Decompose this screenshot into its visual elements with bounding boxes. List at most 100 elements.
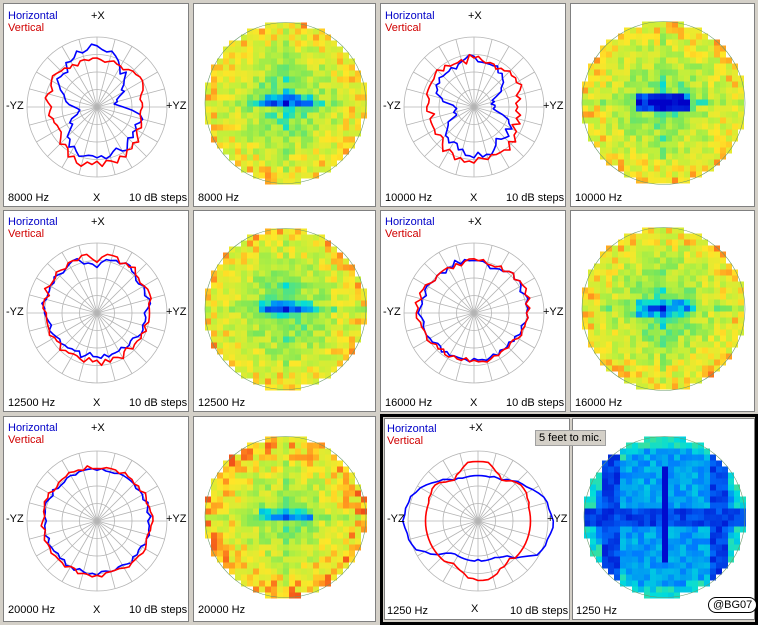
heat-cell [307,544,313,551]
heat-cell [714,311,720,318]
heat-cell [241,64,247,71]
heat-cell [277,88,283,95]
heat-cell [666,305,672,312]
heat-cell [217,520,223,527]
heat-cell [295,294,301,301]
heat-cell [656,526,662,533]
heat-cell [325,360,331,367]
heat-cell [678,305,684,312]
heat-cell [660,341,666,348]
heat-cell [624,69,630,76]
heat-cell [265,330,271,337]
heat-cell [678,69,684,76]
heat-cell [307,520,313,527]
heat-cell [696,239,702,246]
heat-cell [313,172,319,179]
heat-cell [283,300,289,307]
heat-cell [660,359,666,366]
heat-cell [648,99,654,106]
heat-cell [283,270,289,277]
heat-cell [588,81,594,88]
heat-cell [331,100,337,107]
heat-cell [307,154,313,161]
heat-cell [632,544,638,551]
heat-cell [235,118,241,125]
heat-cell [710,466,716,473]
heat-cell [217,532,223,539]
heat-cell [223,342,229,349]
heat-cell [283,330,289,337]
heat-cell [684,159,690,166]
heat-cell [710,550,716,557]
heat-cell [319,472,325,479]
frequency-label: 10000 Hz [385,192,433,204]
heat-cell [614,538,620,545]
heat-cell [253,372,259,379]
heat-cell [642,263,648,270]
heat-cell [211,70,217,77]
heat-cell [295,88,301,95]
heat-cell [710,544,716,551]
heat-cell [678,347,684,354]
heat-cell [720,323,726,330]
heat-cell [217,124,223,131]
heat-cell [211,484,217,491]
heat-cell [241,46,247,53]
heat-cell [289,154,295,161]
heat-cell [588,123,594,130]
heat-cell [283,106,289,113]
heat-cell [656,586,662,593]
heat-cell [271,508,277,515]
heat-cell [277,106,283,113]
heat-cell [289,300,295,307]
heat-cell [650,538,656,545]
heat-cell [253,52,259,59]
heat-cell [361,502,367,509]
heat-cell [684,377,690,384]
heat-cell [301,234,307,241]
heat-cell [331,252,337,259]
heat-cell [738,81,744,88]
heat-cell [584,508,590,515]
heat-cell [702,69,708,76]
heat-cell [253,58,259,65]
heat-cell [666,269,672,276]
heat-cell [301,28,307,35]
heat-cell [319,100,325,107]
heat-cell [642,245,648,252]
heat-cell [698,460,704,467]
heat-cell [644,502,650,509]
heat-cell [301,354,307,361]
heat-cell [289,484,295,491]
legend-vertical: Vertical [385,228,422,240]
heat-cell [343,348,349,355]
heat-cell [319,336,325,343]
heat-cell [666,299,672,306]
heat-cell [253,282,259,289]
heat-cell [319,574,325,581]
heat-cell [648,335,654,342]
heat-cell [253,454,259,461]
heat-cell [722,538,728,545]
heat-cell [277,502,283,509]
heat-cell [636,99,642,106]
heat-cell [277,360,283,367]
heat-cell [674,514,680,521]
heat-cell [702,57,708,64]
heat-cell [283,532,289,539]
heat-cell [720,335,726,342]
heat-cell [600,347,606,354]
heat-cell [343,544,349,551]
heat-cell [319,94,325,101]
heat-cell [241,154,247,161]
heat-cell [241,472,247,479]
heat-cell [672,263,678,270]
heat-cell [247,64,253,71]
heat-cell [271,472,277,479]
heat-cell [630,45,636,52]
heat-cell [720,293,726,300]
heat-cell [361,94,367,101]
heat-cell [283,454,289,461]
heat-cell [301,288,307,295]
heat-cell [684,147,690,154]
